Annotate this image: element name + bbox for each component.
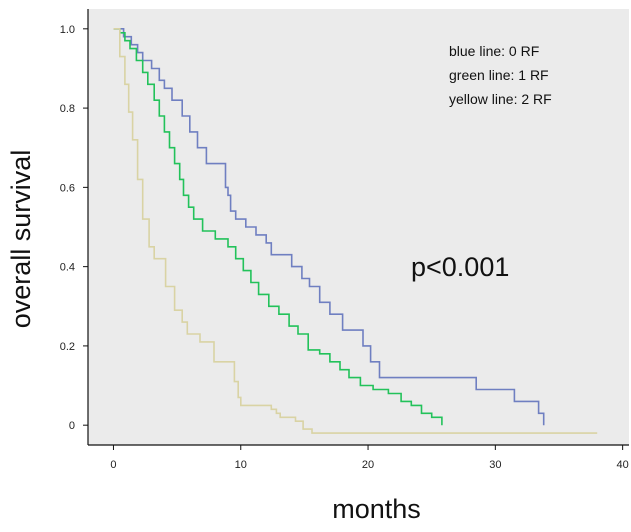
series-line-blue xyxy=(113,28,545,426)
y-tick-label: 0.4 xyxy=(60,262,75,274)
x-tick-label: 30 xyxy=(489,459,501,471)
legend-entry-blue: blue line: 0 RF xyxy=(449,43,539,59)
y-axis-label: overall survival xyxy=(6,150,36,329)
series-layer xyxy=(113,28,598,434)
x-tick-label: 40 xyxy=(617,459,629,471)
y-tick-label: 0 xyxy=(69,420,75,432)
x-tick-label: 0 xyxy=(110,459,116,471)
legend-entry-green: green line: 1 RF xyxy=(449,67,549,83)
x-tick-label: 20 xyxy=(362,459,374,471)
x-axis-label: months xyxy=(332,494,421,524)
p-value-annotation: p<0.001 xyxy=(411,252,509,282)
y-tick-label: 1.0 xyxy=(60,24,75,36)
legend: blue line: 0 RF green line: 1 RF yellow … xyxy=(449,43,552,107)
axes: 0 0.2 0.4 0.6 0.8 1.0 0 10 20 30 40 xyxy=(60,9,629,471)
series-line-green xyxy=(113,28,443,426)
y-tick-label: 0.8 xyxy=(60,103,75,115)
legend-entry-yellow: yellow line: 2 RF xyxy=(449,91,552,107)
y-tick-label: 0.2 xyxy=(60,341,75,353)
y-tick-label: 0.6 xyxy=(60,182,75,194)
series-line-yellow xyxy=(113,28,598,434)
plot-area xyxy=(88,9,629,445)
x-tick-label: 10 xyxy=(235,459,247,471)
